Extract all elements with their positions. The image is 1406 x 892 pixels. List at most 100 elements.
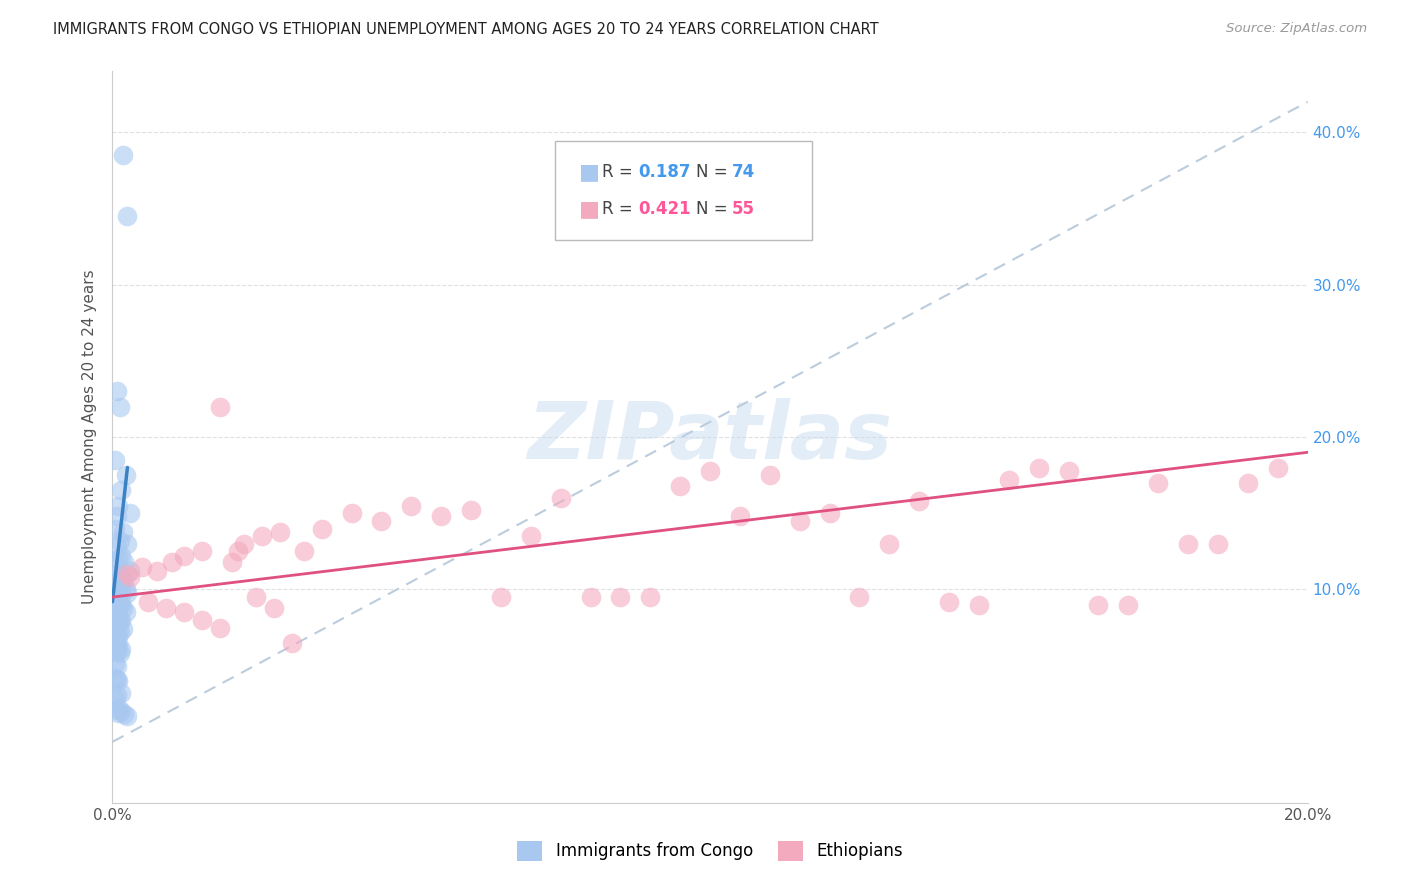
Point xyxy=(1118,598,1140,612)
Text: ZIPatlas: ZIPatlas xyxy=(527,398,893,476)
Point xyxy=(155,600,177,615)
Point xyxy=(908,494,931,508)
Point xyxy=(105,584,128,599)
Point xyxy=(110,686,132,700)
Point xyxy=(848,590,870,604)
Point xyxy=(1237,475,1260,490)
Point xyxy=(1206,537,1229,551)
Point xyxy=(1147,475,1170,490)
Point xyxy=(401,499,423,513)
Point xyxy=(104,596,127,610)
Point xyxy=(292,544,315,558)
Point xyxy=(998,473,1021,487)
Point xyxy=(818,506,841,520)
Text: N =: N = xyxy=(696,163,733,181)
Point xyxy=(107,701,129,715)
Point xyxy=(250,529,273,543)
Point xyxy=(104,643,127,657)
Point xyxy=(609,590,631,604)
Legend: Immigrants from Congo, Ethiopians: Immigrants from Congo, Ethiopians xyxy=(510,834,910,868)
Point xyxy=(107,590,129,604)
Point xyxy=(110,582,132,597)
Point xyxy=(146,564,169,578)
Point xyxy=(191,613,214,627)
Point xyxy=(104,600,127,615)
Point xyxy=(263,600,285,615)
Point xyxy=(108,533,131,548)
Point xyxy=(105,615,128,630)
Point xyxy=(107,673,129,688)
Point xyxy=(105,509,128,524)
Text: ■: ■ xyxy=(579,162,599,182)
Point xyxy=(110,483,132,498)
Point xyxy=(269,524,291,539)
Point xyxy=(311,521,333,535)
Point xyxy=(107,617,129,632)
Point xyxy=(120,564,142,578)
Point xyxy=(759,468,782,483)
Point xyxy=(104,587,127,601)
Point xyxy=(107,602,129,616)
Point xyxy=(112,600,135,615)
Point xyxy=(112,148,135,162)
Point xyxy=(104,632,127,646)
Point xyxy=(173,605,195,619)
Point xyxy=(104,558,127,573)
Point xyxy=(1087,598,1109,612)
Point xyxy=(107,499,129,513)
Point xyxy=(104,626,127,640)
Point xyxy=(1057,464,1080,478)
Point xyxy=(728,509,751,524)
Point xyxy=(1177,537,1199,551)
Text: Source: ZipAtlas.com: Source: ZipAtlas.com xyxy=(1226,22,1367,36)
Point xyxy=(340,506,363,520)
Text: R =: R = xyxy=(603,163,638,181)
Point xyxy=(105,567,128,582)
Point xyxy=(107,552,129,566)
Point xyxy=(105,628,128,642)
Point xyxy=(104,671,127,685)
Text: ■: ■ xyxy=(579,199,599,219)
Point xyxy=(117,585,139,599)
Point xyxy=(110,641,132,656)
Point xyxy=(105,703,128,717)
Point xyxy=(117,567,139,582)
Point xyxy=(669,479,692,493)
Point xyxy=(460,503,482,517)
Point xyxy=(108,400,131,414)
Point xyxy=(104,453,127,467)
Point xyxy=(105,593,128,607)
Text: 0.187: 0.187 xyxy=(638,163,690,181)
Point xyxy=(108,625,131,640)
Text: 55: 55 xyxy=(731,200,755,218)
Point xyxy=(104,615,127,629)
Point xyxy=(938,594,960,608)
Point xyxy=(226,544,249,558)
Point xyxy=(110,615,132,629)
Point xyxy=(117,537,139,551)
Point xyxy=(108,570,131,584)
Point xyxy=(131,559,153,574)
Point xyxy=(245,590,267,604)
Point xyxy=(789,514,811,528)
Point xyxy=(114,605,136,619)
Text: 0.421: 0.421 xyxy=(638,200,690,218)
Point xyxy=(107,579,129,593)
Point xyxy=(104,521,127,535)
Point xyxy=(104,610,127,624)
Point xyxy=(114,582,136,597)
Point xyxy=(1267,460,1289,475)
Point xyxy=(281,636,304,650)
Point xyxy=(370,514,392,528)
Point xyxy=(105,599,128,614)
Point xyxy=(105,384,128,399)
Point xyxy=(162,555,183,569)
Text: R =: R = xyxy=(603,200,638,218)
Point xyxy=(104,576,127,591)
Point xyxy=(209,400,232,414)
Point xyxy=(108,598,131,612)
Point xyxy=(104,656,127,670)
Point xyxy=(520,529,543,543)
Text: 74: 74 xyxy=(731,163,755,181)
Point xyxy=(105,637,128,651)
